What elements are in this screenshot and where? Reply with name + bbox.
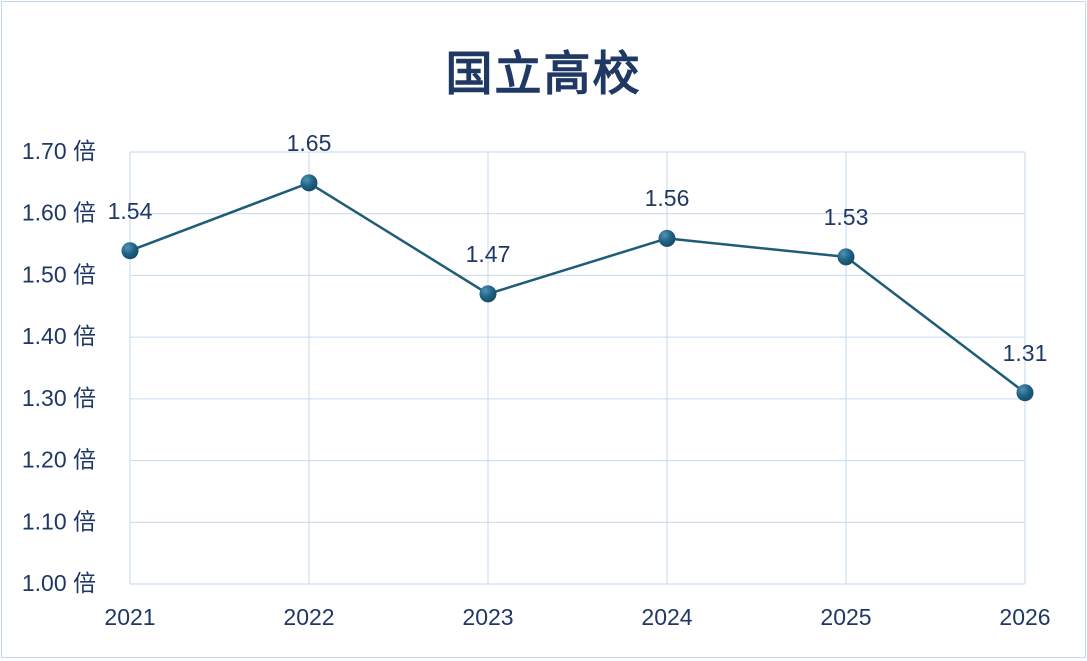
svg-text:1.53: 1.53 [824,204,869,230]
svg-text:1.50 倍: 1.50 倍 [22,261,96,287]
svg-text:2024: 2024 [641,604,692,630]
svg-text:1.60 倍: 1.60 倍 [22,200,96,226]
svg-text:2026: 2026 [999,604,1050,630]
svg-text:1.31: 1.31 [1003,340,1048,366]
svg-text:1.65: 1.65 [287,130,332,156]
svg-text:2022: 2022 [283,604,334,630]
svg-text:1.70 倍: 1.70 倍 [22,138,96,164]
svg-text:2021: 2021 [104,604,155,630]
svg-text:1.54: 1.54 [108,198,153,224]
svg-text:1.20 倍: 1.20 倍 [22,447,96,473]
svg-text:1.00 倍: 1.00 倍 [22,570,96,596]
svg-text:2023: 2023 [462,604,513,630]
svg-text:1.30 倍: 1.30 倍 [22,385,96,411]
svg-text:1.56: 1.56 [645,185,690,211]
svg-text:1.10 倍: 1.10 倍 [22,508,96,534]
svg-text:1.40 倍: 1.40 倍 [22,323,96,349]
svg-text:1.47: 1.47 [466,241,511,267]
svg-text:2025: 2025 [820,604,871,630]
